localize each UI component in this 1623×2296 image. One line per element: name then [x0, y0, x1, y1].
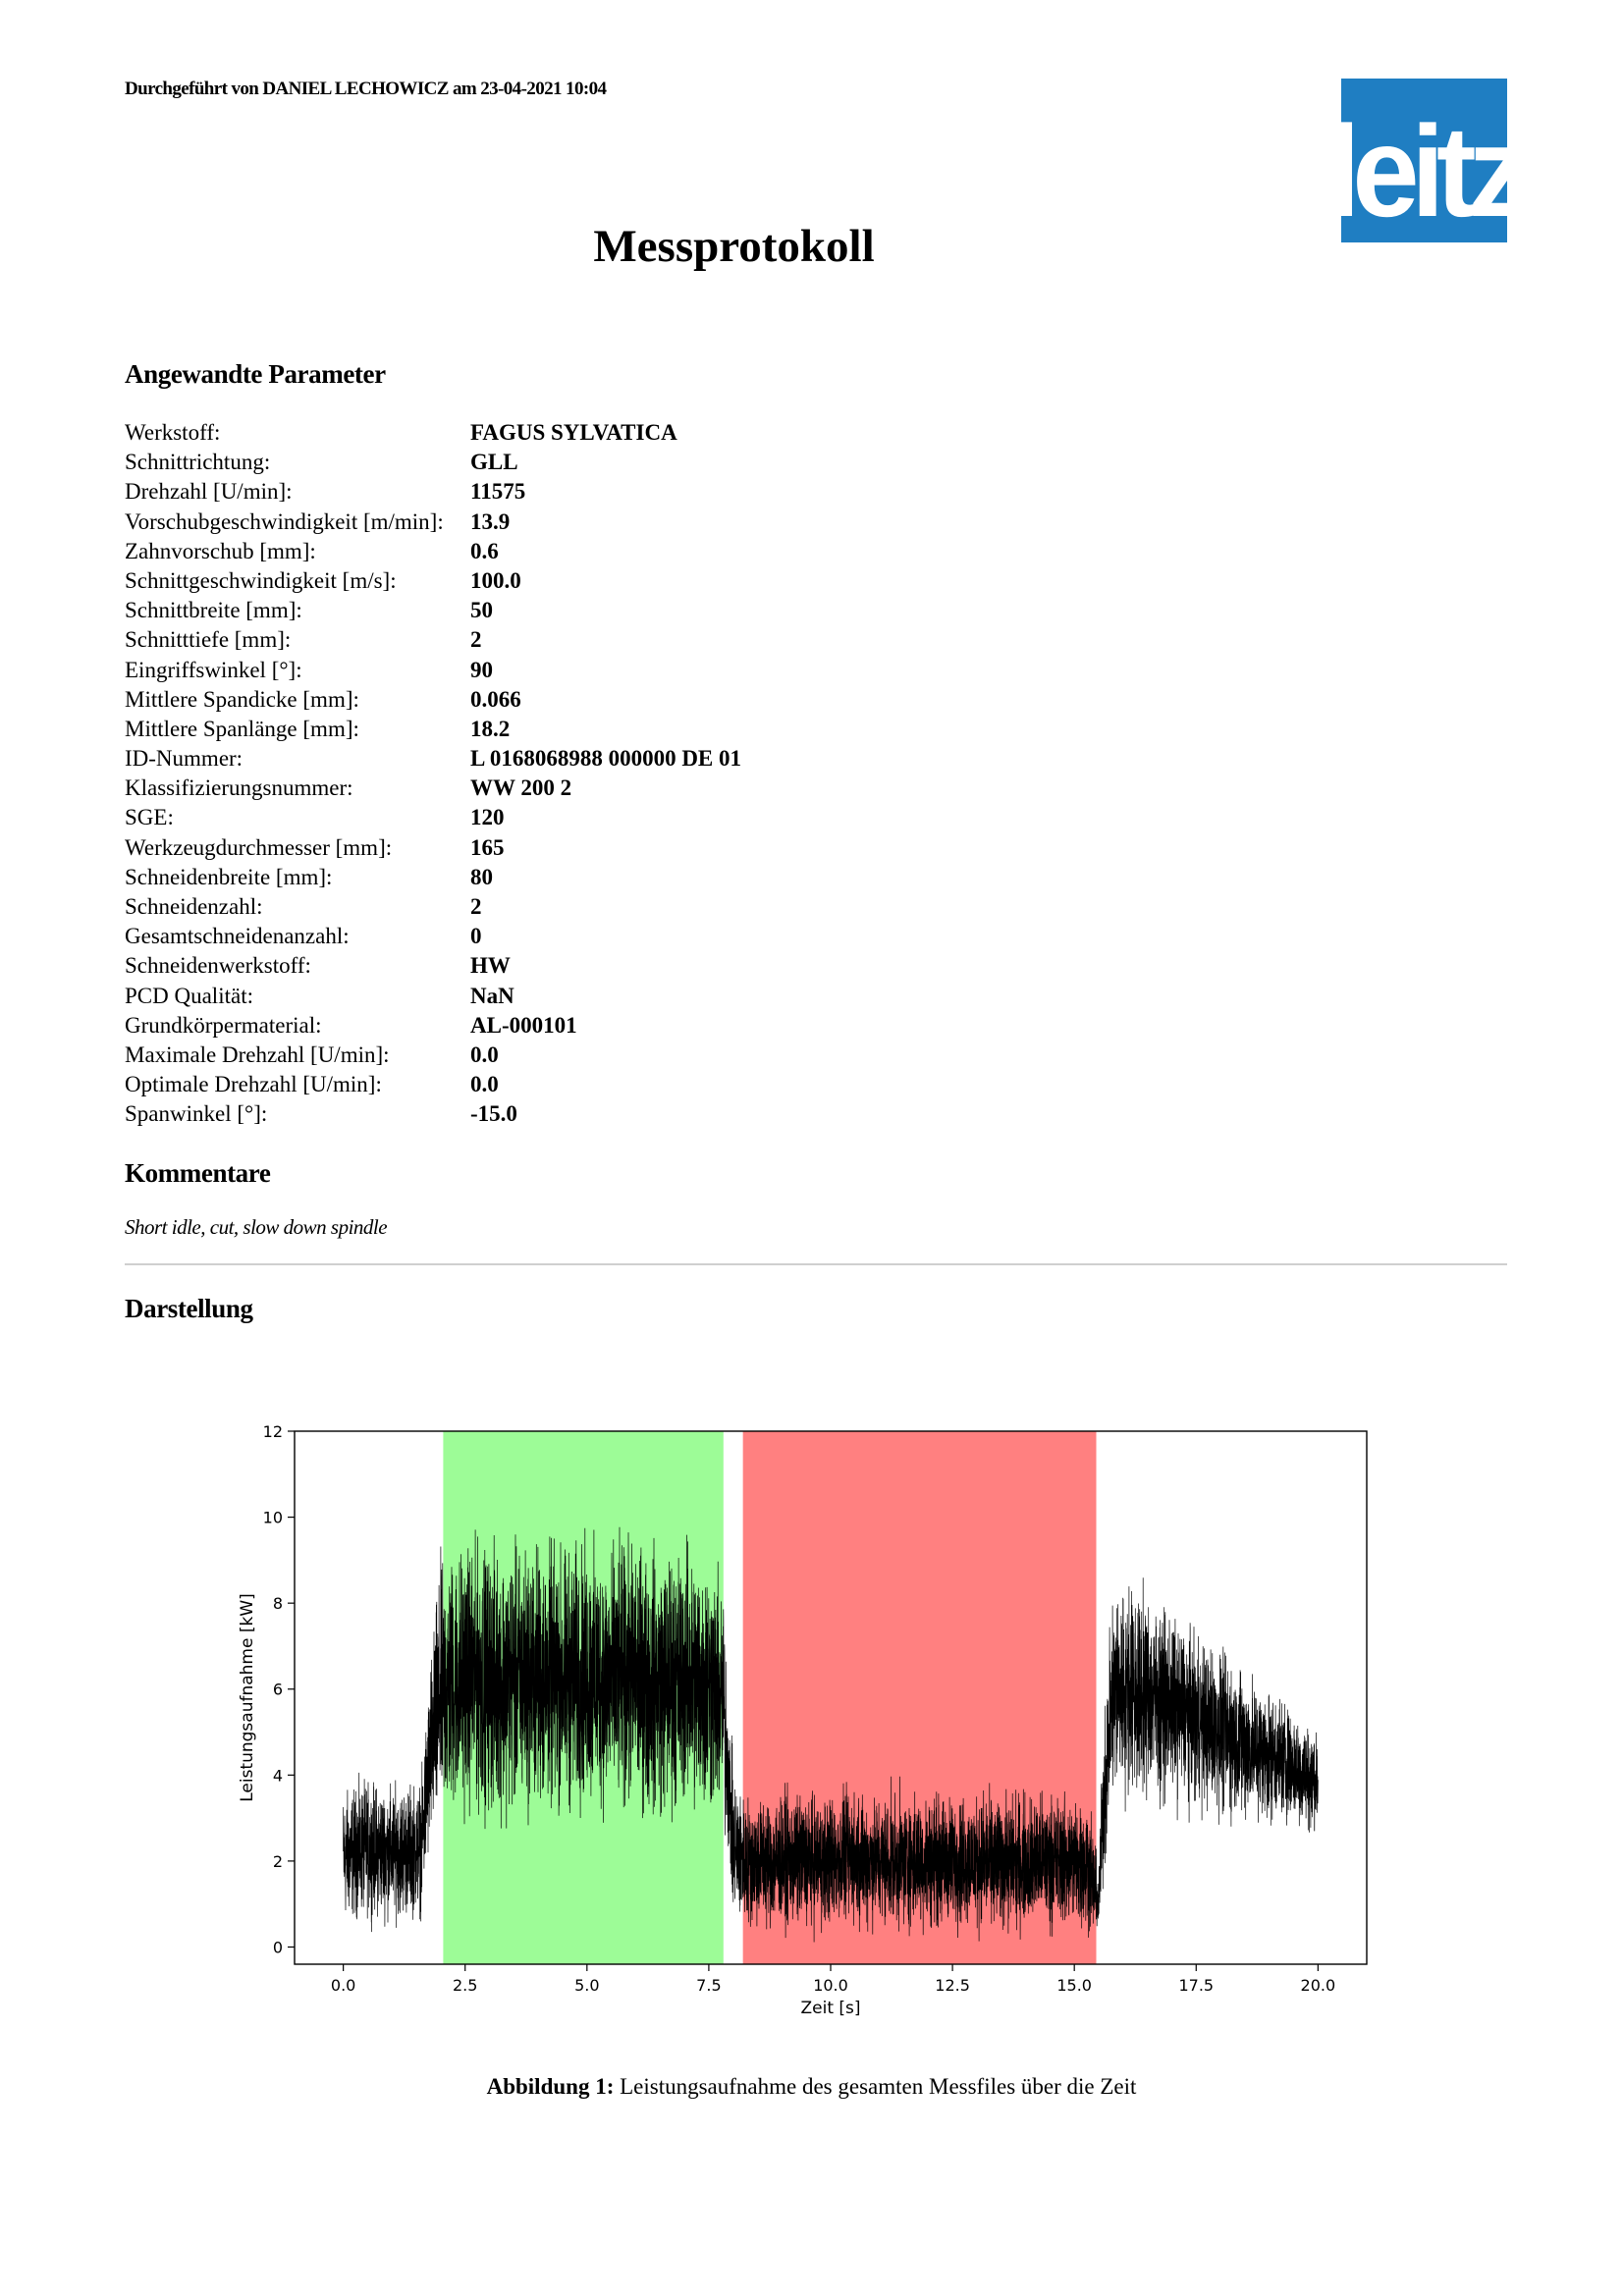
parameter-value: WW 200 2	[470, 775, 572, 801]
parameter-value: NaN	[470, 983, 514, 1008]
parameter-label: Schneidenbreite [mm]:	[125, 864, 333, 889]
parameter-label: Schnitttiefe [mm]:	[125, 627, 292, 653]
parameter-value: 0	[470, 924, 482, 949]
x-tick-label: 17.5	[1178, 1976, 1214, 1995]
parameter-label: Schneidenzahl:	[125, 894, 263, 919]
y-tick-label: 8	[273, 1594, 283, 1613]
parameter-label: Grundkörpermaterial:	[125, 1012, 322, 1038]
y-axis: 0 2 4 6 8 10 12	[263, 1422, 295, 1956]
parameter-label: Drehzahl [U/min]:	[125, 479, 293, 505]
parameter-value: 13.9	[470, 508, 511, 534]
y-tick-label: 4	[273, 1766, 283, 1785]
parameter-value: GLL	[470, 450, 518, 475]
parameter-value: 2	[470, 627, 482, 653]
parameter-label: PCD Qualität:	[125, 983, 253, 1008]
x-tick-label: 10.0	[813, 1976, 848, 1995]
parameter-label: Maximale Drehzahl [U/min]:	[125, 1041, 390, 1067]
parameter-label: Klassifizierungsnummer:	[125, 775, 353, 801]
parameter-value: 50	[470, 598, 493, 623]
power-series-line	[343, 1526, 1319, 1943]
parameter-value: -15.0	[470, 1101, 517, 1127]
parameter-value: 165	[470, 834, 505, 860]
x-axis: 0.0 2.5 5.0 7.5 10.0 12.5 15.0 17.5 20.0	[331, 1964, 1335, 1995]
figure-caption: Abbildung 1: Leistungsaufnahme des gesam…	[0, 2074, 1623, 2100]
parameter-value: 0.0	[470, 1072, 499, 1097]
page-title: Messprotokoll	[593, 221, 875, 272]
parameter-value: HW	[470, 953, 511, 979]
parameter-value: 2	[470, 894, 482, 919]
parameter-label: Zahnvorschub [mm]:	[125, 538, 316, 563]
leitz-logo: leitz	[1341, 79, 1507, 242]
x-tick-label: 0.0	[331, 1976, 355, 1995]
parameter-value: 90	[470, 657, 493, 682]
parameter-value: FAGUS SYLVATICA	[470, 420, 677, 445]
x-tick-label: 20.0	[1301, 1976, 1336, 1995]
parameter-value: AL-000101	[470, 1012, 577, 1038]
section-divider	[125, 1263, 1507, 1265]
x-tick-label: 5.0	[574, 1976, 599, 1995]
comments-heading: Kommentare	[125, 1158, 271, 1188]
figure-caption-text: Leistungsaufnahme des gesamten Messfiles…	[614, 2074, 1137, 2099]
parameter-label: Mittlere Spanlänge [mm]:	[125, 716, 359, 741]
y-tick-label: 10	[263, 1509, 283, 1527]
parameters-heading: Angewandte Parameter	[125, 359, 386, 389]
parameter-value: 0.6	[470, 538, 499, 563]
parameter-label: SGE:	[125, 805, 174, 830]
x-tick-label: 15.0	[1056, 1976, 1092, 1995]
parameter-label: Werkstoff:	[125, 420, 221, 445]
y-tick-label: 0	[273, 1938, 283, 1956]
x-tick-label: 12.5	[935, 1976, 970, 1995]
parameter-label: Schnittrichtung:	[125, 450, 271, 475]
y-axis-label: Leistungsaufnahme [kW]	[238, 1593, 257, 1802]
power-chart: 0.0 2.5 5.0 7.5 10.0 12.5 15.0 17.5 20.0 0 2 4 6 8 10…	[226, 1414, 1404, 2042]
parameter-label: Spanwinkel [°]:	[125, 1101, 268, 1127]
parameter-label: ID-Nummer:	[125, 746, 243, 772]
x-tick-label: 2.5	[453, 1976, 477, 1995]
parameter-label: Schnittgeschwindigkeit [m/s]:	[125, 567, 397, 593]
parameter-value: 0.0	[470, 1041, 499, 1067]
parameter-value: 120	[470, 805, 505, 830]
parameter-label: Vorschubgeschwindigkeit [m/min]:	[125, 508, 444, 534]
leitz-logo-graphic: leitz	[1341, 79, 1507, 242]
performed-by: Durchgeführt von DANIEL LECHOWICZ am 23-…	[125, 79, 607, 99]
parameter-value: 80	[470, 864, 493, 889]
y-tick-label: 12	[263, 1422, 283, 1441]
power-chart-svg: 0.0 2.5 5.0 7.5 10.0 12.5 15.0 17.5 20.0 0 2 4 6 8 10…	[238, 1422, 1368, 2018]
figure-caption-label: Abbildung 1:	[486, 2074, 615, 2099]
parameter-value: 100.0	[470, 567, 521, 593]
x-axis-label: Zeit [s]	[800, 1999, 860, 2018]
parameter-label: Optimale Drehzahl [U/min]:	[125, 1072, 382, 1097]
parameter-value: 11575	[470, 479, 526, 505]
comment-text: Short idle, cut, slow down spindle	[125, 1215, 388, 1239]
parameter-label: Eingriffswinkel [°]:	[125, 657, 302, 682]
logo-background	[1341, 79, 1507, 242]
parameter-label: Schneidenwerkstoff:	[125, 953, 311, 979]
chart-line-layer	[343, 1526, 1319, 1943]
parameter-value: L 0168068988 000000 DE 01	[470, 746, 742, 772]
parameter-value: 0.066	[470, 686, 521, 712]
logo-text: leitz	[1341, 100, 1507, 242]
parameter-label: Mittlere Spandicke [mm]:	[125, 686, 359, 712]
y-tick-label: 2	[273, 1852, 283, 1871]
x-tick-label: 7.5	[696, 1976, 721, 1995]
parameter-label: Werkzeugdurchmesser [mm]:	[125, 834, 393, 860]
parameter-value: 18.2	[470, 716, 511, 741]
y-tick-label: 6	[273, 1681, 283, 1699]
display-heading: Darstellung	[125, 1294, 253, 1323]
parameter-label: Schnittbreite [mm]:	[125, 598, 302, 623]
parameter-label: Gesamtschneidenanzahl:	[125, 924, 350, 949]
